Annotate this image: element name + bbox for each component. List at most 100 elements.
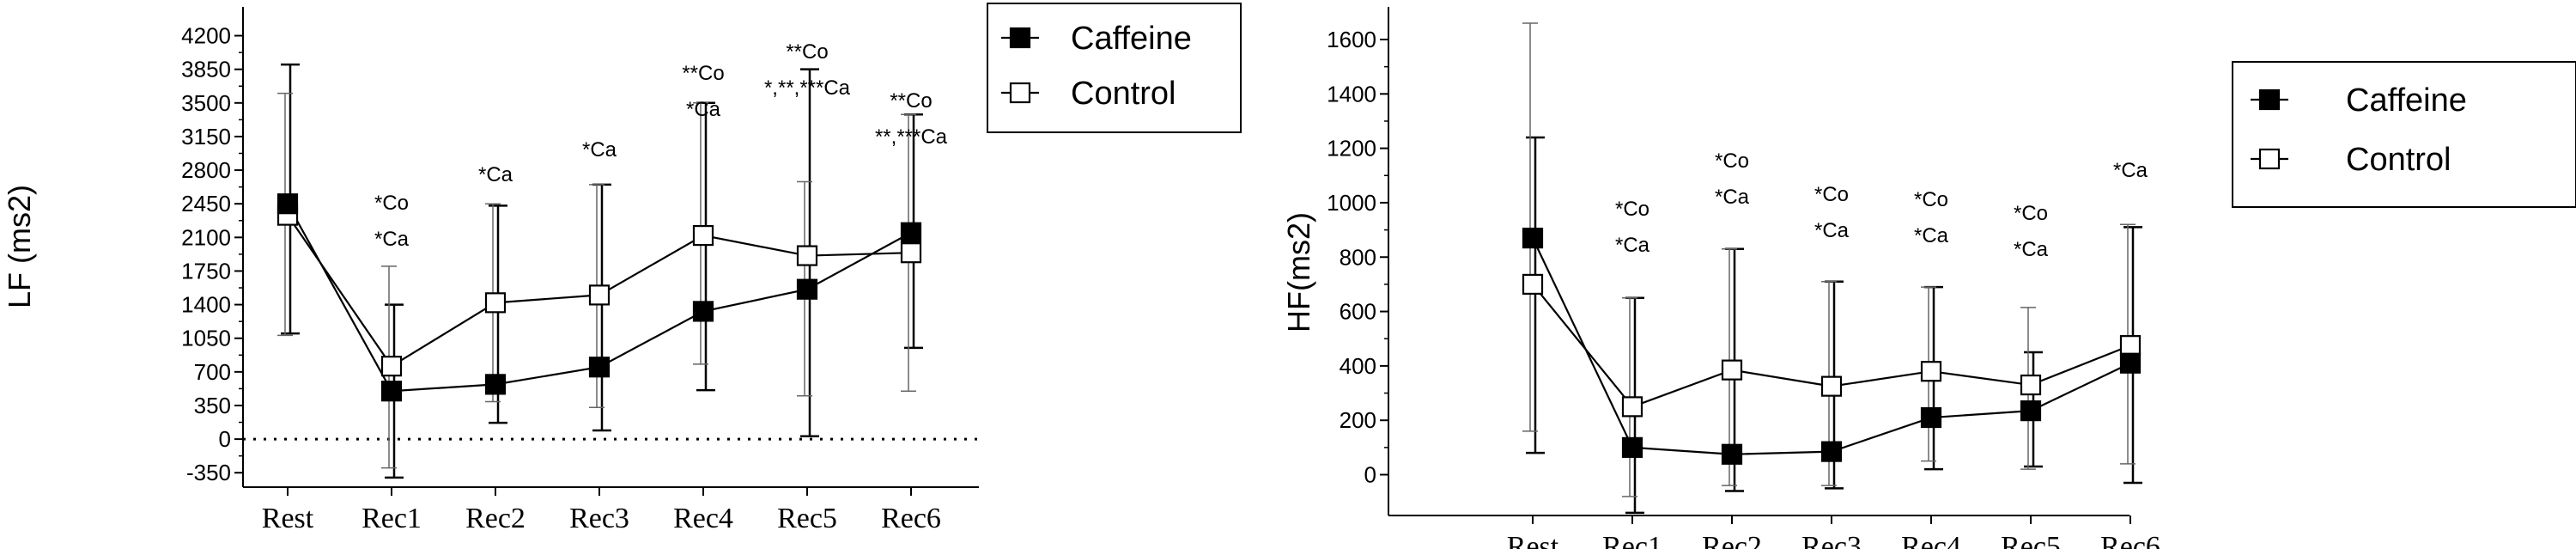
y-tick-label: 0 (1364, 462, 1376, 488)
y-tick-label: 2800 (181, 157, 231, 183)
hf-chart: 0 200 400 600 800 1000 1200 1400 1600 Rest Rec1 Rec… (1281, 7, 2576, 549)
y-tick-label: 1400 (1327, 81, 1376, 107)
x-tick-label: Rec5 (777, 503, 837, 534)
x-tick-label: Rec3 (569, 503, 629, 534)
marker-control (1721, 359, 1743, 381)
marker-control (2020, 374, 2042, 396)
marker-control (484, 292, 507, 314)
y-tick-label: 400 (1340, 353, 1376, 379)
significance-annotation: *Co (1814, 183, 1849, 206)
y-tick-label: 1400 (181, 292, 231, 318)
legend-label: Control (1071, 76, 1176, 112)
legend-marker-caffeine (1009, 27, 1031, 49)
significance-annotation: *Ca (478, 163, 513, 186)
marker-control (2119, 335, 2142, 357)
x-tick-label: Rec5 (2001, 531, 2061, 549)
significance-annotation: *,**,***Ca (764, 76, 851, 100)
significance-annotation: *Ca (1914, 224, 1949, 247)
marker-caffeine (1522, 227, 1544, 249)
significance-annotation: *Ca (1814, 219, 1850, 242)
y-tick-label: 3500 (181, 90, 231, 116)
significance-annotation: **Co (890, 89, 932, 113)
marker-control (380, 356, 403, 377)
legend-marker-control (1009, 82, 1031, 104)
significance-annotation: *Ca (582, 138, 617, 162)
y-tick-label: 4200 (181, 23, 231, 49)
significance-annotation: *Ca (2113, 159, 2148, 182)
y-tick-label: 1750 (181, 258, 231, 284)
significance-annotation: *Co (1914, 188, 1948, 211)
marker-caffeine (796, 278, 818, 300)
significance-annotation: *Ca (1615, 234, 1650, 257)
y-tick-label: 3150 (181, 124, 231, 149)
significance-annotation: *Co (1615, 198, 1649, 221)
marker-caffeine (2020, 400, 2042, 422)
marker-control (1522, 273, 1544, 296)
marker-caffeine (1621, 436, 1643, 458)
significance-annotation: **Co (786, 40, 828, 64)
y-tick-label: 3850 (181, 57, 231, 82)
legend-marker-caffeine (2258, 88, 2281, 111)
y-tick-label: 2100 (181, 224, 231, 250)
significance-annotation: *Co (2014, 202, 2048, 225)
lf-chart: -350 0 350 700 1050 1400 1750 2100 2450 2800 3150 3… (2, 3, 1242, 534)
x-tick-label: Rec4 (1901, 531, 1961, 549)
legend-marker-control (2258, 148, 2281, 170)
significance-annotation: **Co (682, 62, 724, 85)
marker-control (796, 245, 818, 266)
y-tick-label: 800 (1340, 244, 1376, 270)
legend-box (2232, 61, 2576, 208)
marker-control (1920, 361, 1942, 382)
significance-annotation: *Ca (374, 228, 410, 251)
marker-caffeine (588, 357, 611, 378)
marker-control (692, 224, 714, 247)
x-tick-label: Rec4 (673, 503, 733, 534)
legend-label: Control (2346, 142, 2451, 178)
significance-annotation: *Co (374, 192, 409, 215)
y-tick-label: 1200 (1327, 136, 1376, 162)
marker-caffeine (484, 374, 507, 395)
marker-caffeine (1820, 441, 1843, 462)
series-line-caffeine (1532, 237, 2131, 455)
x-tick-label: Rec1 (361, 503, 422, 534)
x-tick-label: Rec1 (1602, 531, 1662, 549)
y-tick-label: 2450 (181, 191, 231, 217)
y-tick-label: 1600 (1327, 27, 1376, 52)
legend-label: Caffeine (2346, 82, 2467, 119)
marker-control (1621, 396, 1643, 418)
marker-caffeine (1721, 443, 1743, 465)
marker-control (1820, 375, 1843, 397)
legend-label: Caffeine (1071, 21, 1192, 57)
y-tick-label: 700 (194, 359, 231, 385)
y-tick-label: 350 (194, 393, 231, 418)
x-tick-label: Rest (262, 503, 314, 534)
x-tick-label: Rec6 (2100, 531, 2160, 549)
significance-annotation: *Ca (1715, 186, 1750, 209)
marker-caffeine (276, 193, 299, 215)
significance-annotation: *Ca (686, 98, 721, 121)
x-tick-label: Rec2 (1702, 531, 1762, 549)
y-tick-label: 200 (1340, 407, 1376, 433)
significance-annotation: *Co (1715, 149, 1749, 173)
y-axis-label: HF(ms2) (1281, 212, 1316, 332)
marker-caffeine (2119, 352, 2142, 374)
significance-annotation: **,***Ca (875, 125, 948, 149)
x-tick-label: Rec2 (465, 503, 526, 534)
legend-box (987, 3, 1242, 133)
marker-control (588, 284, 611, 306)
y-axis-label: LF (ms2) (2, 185, 37, 308)
y-tick-label: 1000 (1327, 190, 1376, 216)
y-tick-label: 600 (1340, 299, 1376, 325)
significance-annotation: *Ca (2014, 238, 2049, 261)
marker-control (900, 242, 922, 264)
x-tick-label: Rec3 (1801, 531, 1862, 549)
x-tick-label: Rec6 (881, 503, 941, 534)
y-tick-label: -350 (186, 460, 231, 485)
marker-caffeine (380, 381, 403, 402)
marker-caffeine (692, 301, 714, 322)
y-tick-label: 0 (219, 426, 231, 452)
y-tick-label: 1050 (181, 326, 231, 351)
marker-caffeine (1920, 406, 1942, 429)
x-tick-label: Rest (1507, 531, 1559, 549)
